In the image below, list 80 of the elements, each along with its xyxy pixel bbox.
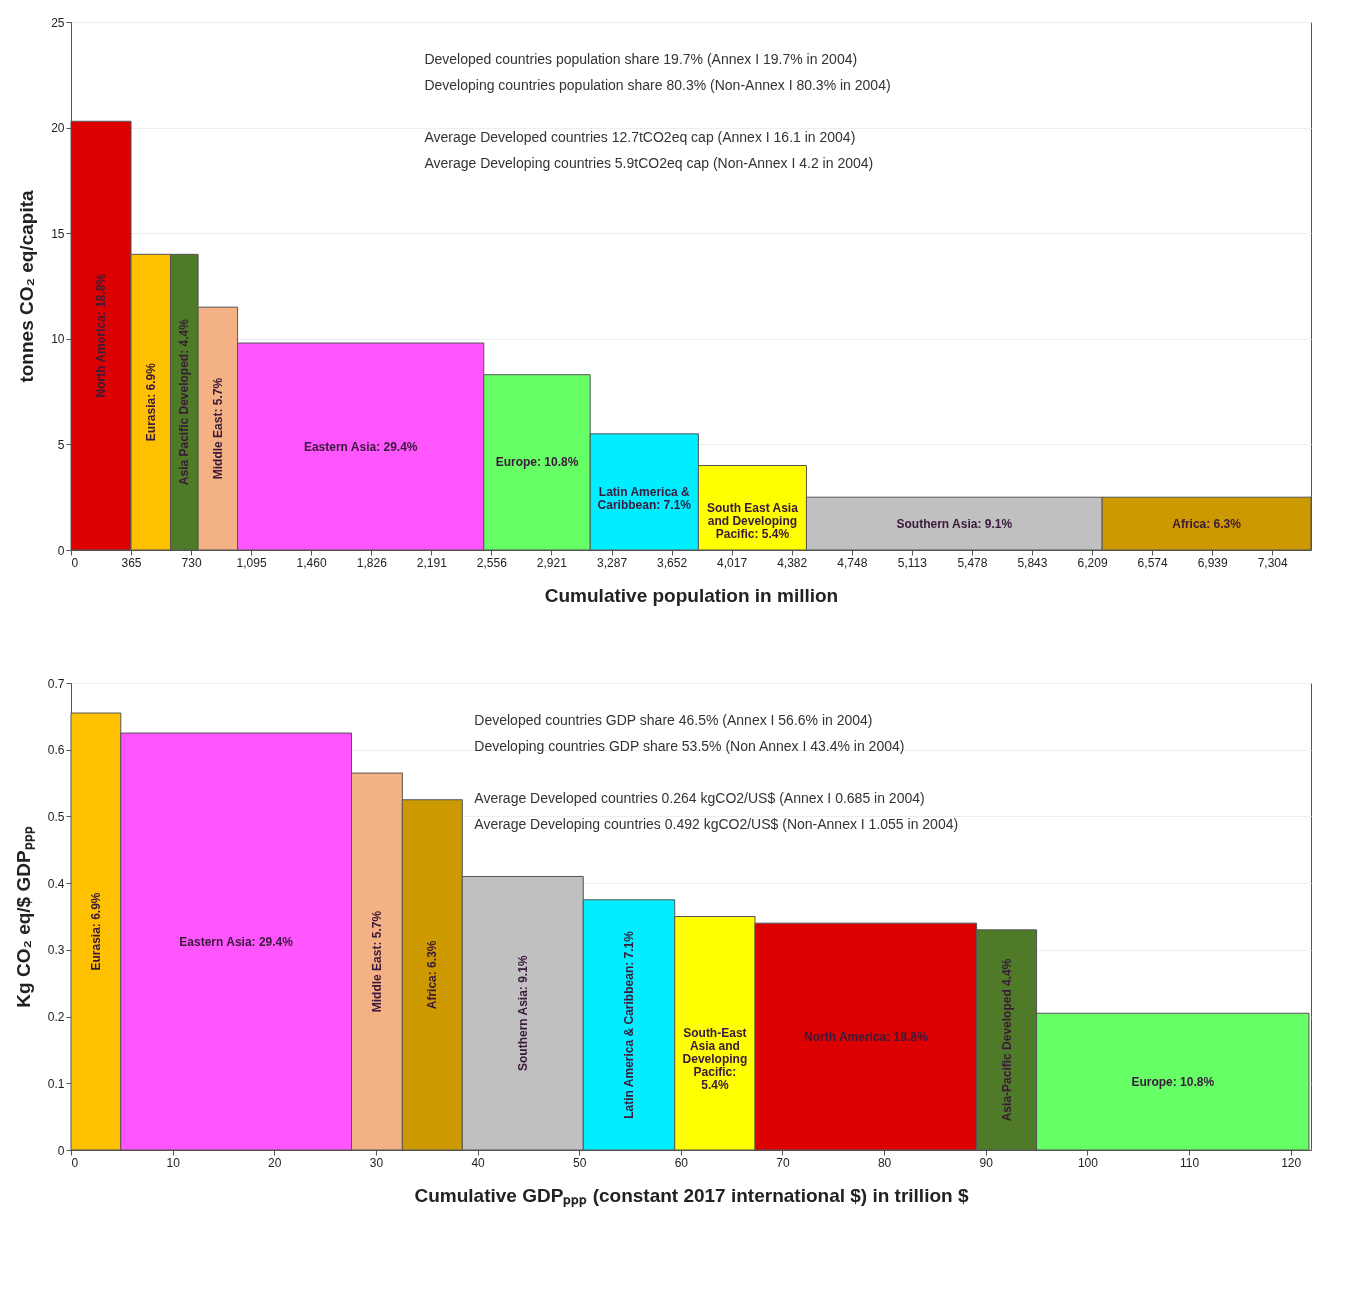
- y-tick-label: 20: [51, 121, 65, 136]
- x-tick-label: 5,478: [957, 555, 988, 570]
- x-tick-label: 2,556: [476, 555, 508, 570]
- annotation: Asia Pacific Developed: 4.4%: [177, 318, 192, 486]
- y-tick-label: 0: [57, 1143, 65, 1158]
- annotation: Developed countries GDP share 46.5% (Annex I 56.6% in 2004): [474, 712, 873, 728]
- x-tick-label: 1,460: [296, 555, 327, 570]
- x-tick-label: 6,209: [1077, 555, 1108, 570]
- x-tick-label: 20: [268, 1155, 282, 1170]
- x-tick-label: 3,287: [597, 555, 628, 570]
- annotation: Africa: 6.3%: [425, 940, 440, 1010]
- y-axis-title: tonnes CO₂ eq/capita: [16, 190, 38, 383]
- x-axis-title: Cumulative GDPₚₚₚ (constant 2017 international $) in trillion $: [414, 1184, 969, 1207]
- x-tick-label: 4,382: [777, 555, 808, 570]
- y-tick-label: 0.2: [47, 1010, 65, 1025]
- annotation: Latin America & Caribbean: 7.1%: [597, 484, 692, 512]
- annotation: Average Developed countries 0.264 kgCO2/US$ (Annex I 0.685 in 2004): [474, 790, 925, 806]
- x-tick-label: 5,113: [897, 555, 928, 570]
- x-tick-label: 2,191: [416, 555, 448, 570]
- annotation: Middle East: 5.7%: [210, 377, 225, 480]
- annotation: Eastern Asia: 29.4%: [179, 934, 294, 949]
- annotation: South-East Asia and Developing Pacific: 5.4%: [682, 1026, 748, 1093]
- x-tick-label: 10: [166, 1155, 181, 1170]
- x-tick-label: 110: [1179, 1155, 1200, 1170]
- y-axis-title: Kg CO₂ eq/$ GDPₚₚₚ: [12, 826, 35, 1008]
- y-tick-label: 25: [51, 15, 65, 30]
- x-tick-label: 60: [674, 1155, 689, 1170]
- annotation: Europe: 10.8%: [495, 455, 579, 470]
- x-tick-label: 0: [71, 1155, 79, 1170]
- annotation: Eastern Asia: 29.4%: [303, 439, 418, 454]
- annotation: Southern Asia: 9.1%: [515, 955, 530, 1072]
- annotation: North America: 18.8%: [94, 273, 109, 398]
- y-tick-label: 0.4: [47, 876, 65, 891]
- annotation: Eurasia: 6.9%: [143, 362, 158, 442]
- x-tick-label: 100: [1077, 1155, 1099, 1170]
- x-tick-label: 70: [776, 1155, 790, 1170]
- annotation: Developing countries population share 80.3% (Non-Annex I 80.3% in 2004): [424, 77, 891, 93]
- x-tick-label: 730: [181, 555, 202, 570]
- annotation: Average Developing countries 0.492 kgCO2/US$ (Non-Annex I 1.055 in 2004): [474, 816, 959, 832]
- annotation: Developed countries population share 19.7% (Annex I 19.7% in 2004): [424, 51, 858, 67]
- y-tick-label: 0.7: [47, 676, 65, 691]
- annotation: South East Asia and Developing Pacific: 5.4%: [706, 500, 799, 541]
- x-tick-label: 365: [121, 555, 142, 570]
- x-tick-label: 40: [471, 1155, 486, 1170]
- x-tick-label: 80: [877, 1155, 892, 1170]
- annotation: Eurasia: 6.9%: [88, 892, 103, 971]
- annotation: Average Developed countries 12.7tCO2eq cap (Annex I 16.1 in 2004): [424, 129, 856, 145]
- x-tick-label: 90: [979, 1155, 994, 1170]
- y-tick-label: 0.6: [47, 743, 65, 758]
- x-tick-label: 30: [369, 1155, 384, 1170]
- annotation: North America: 18.8%: [804, 1029, 928, 1044]
- annotation: Developing countries GDP share 53.5% (Non Annex I 43.4% in 2004): [474, 738, 905, 754]
- x-tick-label: 4,017: [717, 555, 748, 570]
- x-tick-label: 5,843: [1017, 555, 1048, 570]
- y-tick-label: 0.1: [47, 1076, 65, 1091]
- annotation: Middle East: 5.7%: [369, 910, 384, 1013]
- x-tick-label: 0: [71, 555, 79, 570]
- annotation: Europe: 10.8%: [1131, 1074, 1215, 1089]
- annotation: Africa: 6.3%: [1172, 516, 1242, 531]
- y-tick-label: 0.3: [47, 943, 65, 958]
- annotation: Latin America & Caribbean: 7.1%: [622, 930, 636, 1119]
- x-tick-label: 3,652: [657, 555, 688, 570]
- y-tick-label: 0: [57, 543, 65, 558]
- y-tick-label: 5: [57, 437, 65, 452]
- y-tick-label: 15: [51, 226, 65, 241]
- x-tick-label: 1,095: [236, 555, 267, 570]
- x-tick-label: 120: [1281, 1155, 1302, 1170]
- x-tick-label: 7,304: [1257, 555, 1289, 570]
- x-axis-title: Cumulative population in million: [544, 584, 839, 606]
- x-tick-label: 6,939: [1197, 555, 1228, 570]
- x-tick-label: 50: [573, 1155, 587, 1170]
- annotation: Southern Asia: 9.1%: [896, 516, 1013, 531]
- annotation: Average Developing countries 5.9tCO2eq cap (Non-Annex I 4.2 in 2004): [424, 155, 874, 171]
- y-tick-label: 10: [51, 332, 65, 347]
- y-tick-label: 0.5: [47, 809, 65, 824]
- x-tick-label: 2,921: [536, 555, 568, 570]
- x-tick-label: 1,826: [356, 555, 388, 570]
- annotation: Asia-Pacific Developed 4.4%: [999, 958, 1014, 1122]
- x-tick-label: 4,748: [837, 555, 868, 570]
- x-tick-label: 6,574: [1137, 555, 1168, 570]
